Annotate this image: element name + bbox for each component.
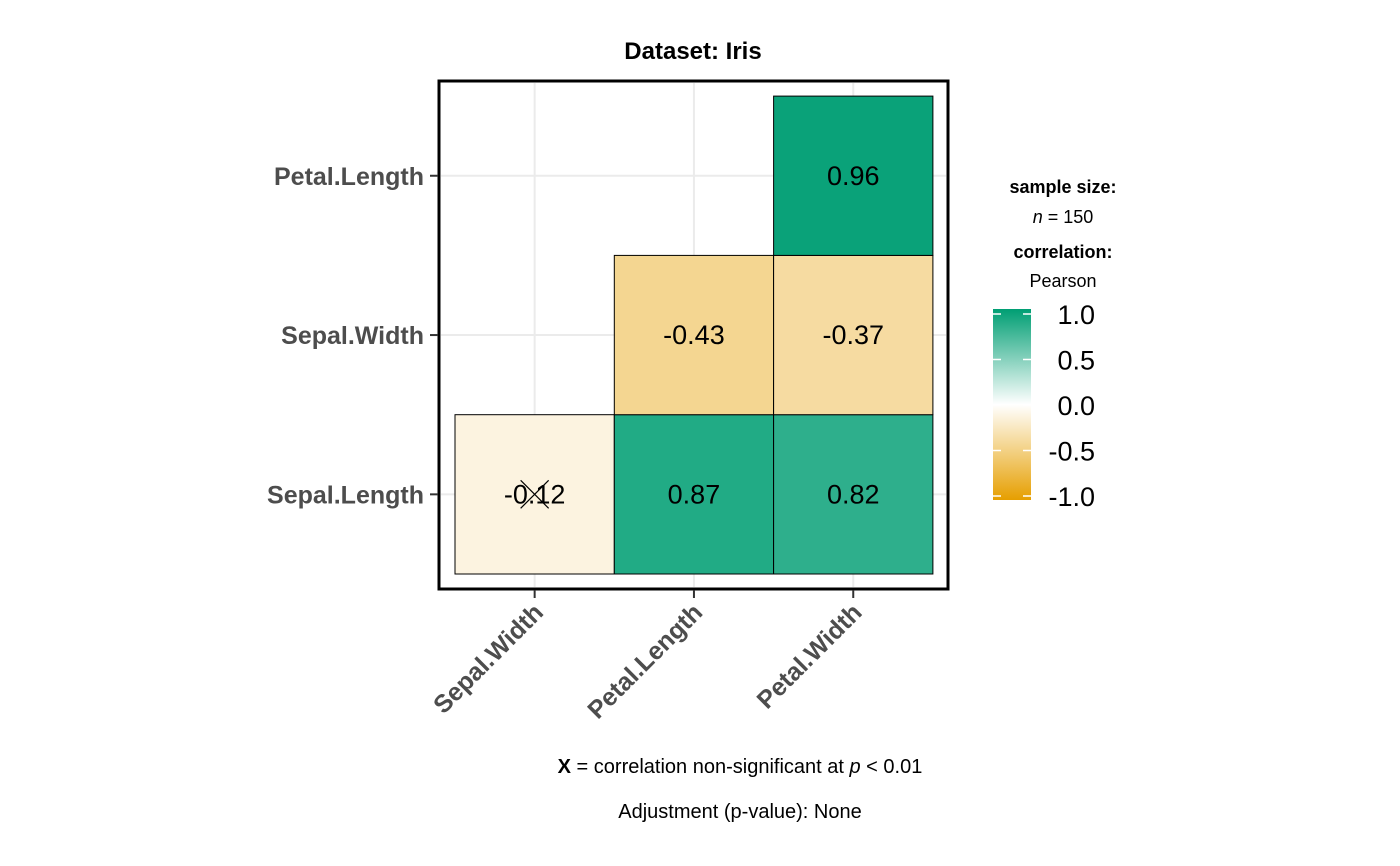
legend-tick-label-3: -0.5 [1048, 437, 1095, 467]
caption-x-symbol: X [558, 756, 572, 778]
legend-tick-label-4: -1.0 [1048, 482, 1095, 512]
legend-tick-label-0: 1.0 [1057, 300, 1095, 330]
cell-sepal-width-petal-length [613, 254, 775, 416]
cell-sepal-length-petal-length-label: 0.87 [668, 479, 721, 509]
cell-sepal-length-sepal-width-nonsig-mark-b [520, 479, 550, 509]
caption-adjustment: Adjustment (p-value): None [618, 801, 861, 823]
legend-tick-label-2: 0.0 [1057, 391, 1095, 421]
cell-sepal-length-petal-width-label: 0.82 [827, 479, 880, 509]
cell-sepal-width-petal-length-label: -0.43 [663, 320, 725, 350]
heatmap-cells [454, 95, 934, 575]
cell-labels: -0.120.870.82-0.43-0.370.96 [504, 161, 884, 510]
x-axis: Sepal.Width Petal.Length Petal.Width [428, 590, 867, 724]
legend-n-text: = 150 [1043, 207, 1094, 227]
cell-petal-length-petal-width [773, 95, 934, 256]
legend-correlation-method: Pearson [1029, 271, 1096, 291]
cell-sepal-width-petal-width-label: -0.37 [822, 320, 884, 350]
chart-title: Dataset: Iris [624, 38, 761, 65]
legend-sample-size-title: sample size: [1009, 177, 1116, 197]
legend-n-symbol: n [1033, 207, 1043, 227]
legend-correlation-title: correlation: [1013, 242, 1112, 262]
cell-sepal-width-petal-width [773, 254, 934, 416]
y-tick-label-petal-length: Petal.Length [274, 163, 424, 191]
panel-border [437, 79, 950, 591]
x-tick-label-petal-length: Petal.Length [582, 598, 708, 724]
legend-tick-label-1: 0.5 [1057, 346, 1095, 376]
caption-part2: < 0.01 [861, 756, 923, 778]
legend-ticks: 1.0 0.5 0.0 -0.5 -1.0 [993, 300, 1095, 512]
legend: sample size: n = 150 correlation: Pearso… [993, 177, 1117, 512]
caption-significance: X = correlation non-significant at p < 0… [558, 756, 923, 778]
x-tick-label-petal-width: Petal.Width [752, 598, 868, 714]
legend-sample-size-value: n = 150 [1033, 207, 1094, 227]
cell-petal-length-petal-width-label: 0.96 [827, 161, 880, 191]
cell-sepal-length-petal-width [773, 414, 934, 575]
y-axis: Sepal.Length Sepal.Width Petal.Length [267, 163, 438, 509]
y-tick-label-sepal-width: Sepal.Width [281, 322, 424, 350]
y-tick-label-sepal-length: Sepal.Length [267, 481, 424, 509]
x-tick-label-sepal-width: Sepal.Width [428, 598, 549, 719]
caption-p-symbol: p [849, 756, 861, 778]
cell-sepal-length-sepal-width [454, 414, 615, 575]
caption-part1: = correlation non-significant at [571, 756, 850, 778]
